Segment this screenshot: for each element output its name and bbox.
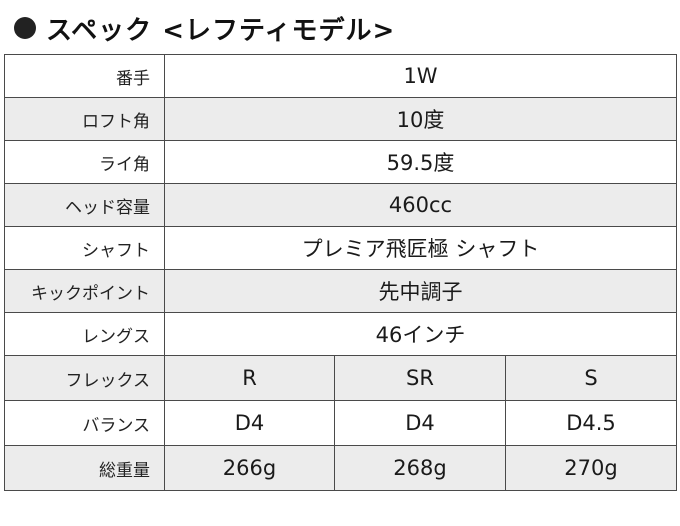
spec-row-loft: ロフト角 10度: [4, 97, 678, 141]
spec-value-s: S: [504, 355, 678, 401]
spec-value: 46インチ: [163, 312, 678, 356]
spec-value-r: 266g: [164, 445, 335, 491]
spec-value: 1W: [163, 54, 678, 98]
bullet-icon: [14, 17, 36, 39]
spec-value-sr: SR: [334, 355, 506, 401]
spec-label: レングス: [4, 312, 165, 356]
spec-label: バランス: [4, 400, 165, 446]
spec-row-balance: バランス D4 D4 D4.5: [4, 400, 678, 446]
spec-row-flex: フレックス R SR S: [4, 355, 678, 401]
spec-row-length: レングス 46インチ: [4, 312, 678, 356]
spec-value: 59.5度: [163, 140, 678, 184]
spec-row-shaft: シャフト プレミア飛匠極 シャフト: [4, 226, 678, 270]
spec-value: プレミア飛匠極 シャフト: [163, 226, 678, 270]
spec-value-r: D4: [164, 400, 335, 446]
spec-value-sr: D4: [334, 400, 506, 446]
section-title: スペック <レフティモデル>: [46, 15, 396, 46]
spec-label: フレックス: [4, 355, 165, 401]
spec-value: 10度: [163, 97, 678, 141]
spec-label: 総重量: [4, 445, 165, 491]
spec-row-club-number: 番手 1W: [4, 54, 678, 98]
spec-label: ライ角: [4, 140, 165, 184]
spec-label: キックポイント: [4, 269, 165, 313]
spec-label: ロフト角: [4, 97, 165, 141]
spec-value: 460cc: [163, 183, 678, 227]
spec-label: ヘッド容量: [4, 183, 165, 227]
spec-value: 先中調子: [163, 269, 678, 313]
spec-label: 番手: [4, 54, 165, 98]
spec-row-total-weight: 総重量 266g 268g 270g: [4, 445, 678, 491]
spec-value-s: D4.5: [504, 400, 678, 446]
spec-table: 番手 1W ロフト角 10度 ライ角 59.5度 ヘッド容量 460cc シャフ…: [4, 54, 678, 491]
section-heading: スペック <レフティモデル>: [14, 10, 395, 46]
spec-value-sr: 268g: [334, 445, 506, 491]
spec-row-kick-point: キックポイント 先中調子: [4, 269, 678, 313]
spec-row-lie: ライ角 59.5度: [4, 140, 678, 184]
spec-value-s: 270g: [504, 445, 678, 491]
spec-label: シャフト: [4, 226, 165, 270]
spec-value-r: R: [164, 355, 335, 401]
spec-row-head-volume: ヘッド容量 460cc: [4, 183, 678, 227]
